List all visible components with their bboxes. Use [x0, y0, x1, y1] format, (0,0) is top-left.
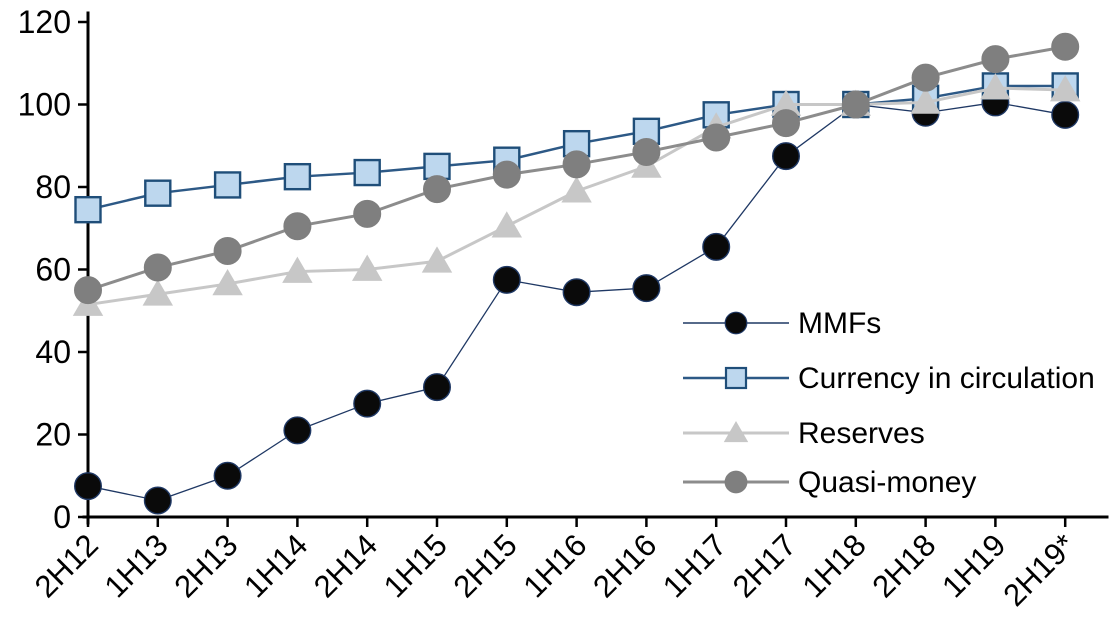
legend-label-mmfs: MMFs: [798, 307, 881, 340]
legend-item-currency-in-circulation: Currency in circulation: [683, 362, 1095, 395]
x-tick-label: 2H19*: [996, 527, 1082, 613]
x-tick-label: 1H16: [516, 527, 593, 604]
marker-quasi-money: [702, 123, 731, 152]
marker-quasi-money: [353, 199, 382, 228]
marker-quasi-money: [562, 150, 591, 179]
marker-mmfs: [283, 416, 312, 445]
x-tick-label: 2H18: [865, 527, 942, 604]
x-tick-label: 2H15: [447, 527, 524, 604]
legend-item-mmfs: MMFs: [683, 307, 881, 340]
marker-quasi-money: [981, 45, 1010, 74]
marker-mmfs: [562, 278, 591, 307]
legend: MMFs Currency in circulation Reserves Quasi…: [683, 307, 1095, 499]
marker-quasi-money: [143, 253, 172, 282]
y-tick-label: 60: [35, 252, 71, 288]
series-quasi-money: [73, 32, 1080, 305]
marker-mmfs: [73, 472, 102, 501]
legend-label-quasi-money: Quasi-money: [798, 466, 976, 499]
marker-reserves: [491, 211, 523, 238]
legend-marker-quasi-money-icon: [724, 470, 748, 494]
x-tick-label: 2H14: [307, 527, 384, 604]
marker-mmfs: [632, 274, 661, 303]
marker-mmfs: [213, 461, 242, 490]
marker-reserves: [142, 279, 174, 306]
marker-currency-in-circulation: [144, 179, 172, 207]
marker-quasi-money: [283, 212, 312, 241]
x-tick-label: 1H13: [98, 527, 175, 604]
y-tick-label: 120: [18, 4, 71, 40]
x-tick-label: 1H18: [796, 527, 873, 604]
marker-quasi-money: [423, 175, 452, 204]
marker-quasi-money: [492, 160, 521, 189]
x-tick-label: 2H16: [586, 527, 663, 604]
marker-reserves: [980, 73, 1011, 100]
legend-item-reserves: Reserves: [683, 417, 925, 450]
x-tick-label: 2H13: [167, 527, 244, 604]
y-tick-label: 0: [53, 499, 71, 535]
legend-marker-reserves-icon: [723, 421, 749, 443]
x-tick-label: 2H17: [726, 527, 803, 604]
marker-reserves: [561, 176, 592, 203]
marker-quasi-money: [841, 90, 870, 119]
marker-reserves: [282, 256, 313, 283]
legend-label-currency-in-circulation: Currency in circulation: [798, 362, 1095, 395]
x-tick-label: 2H12: [28, 527, 105, 604]
marker-mmfs: [772, 142, 801, 171]
marker-reserves: [421, 246, 453, 273]
legend-marker-mmfs-icon: [724, 311, 748, 335]
marker-mmfs: [1051, 100, 1080, 129]
marker-mmfs: [423, 373, 452, 402]
y-tick-label: 80: [35, 169, 71, 205]
marker-reserves: [212, 269, 243, 296]
marker-reserves: [351, 254, 383, 281]
marker-currency-in-circulation: [353, 158, 381, 187]
marker-currency-in-circulation: [213, 171, 242, 199]
x-tick-label: 1H17: [656, 527, 733, 604]
marker-mmfs: [702, 232, 731, 261]
marker-reserves: [910, 87, 941, 114]
marker-quasi-money: [911, 63, 940, 92]
y-tick-label: 40: [35, 334, 71, 370]
marker-currency-in-circulation: [74, 195, 102, 224]
legend-marker-currency-in-circulation-icon: [724, 366, 748, 390]
marker-mmfs: [143, 486, 172, 515]
marker-mmfs: [492, 265, 521, 294]
marker-currency-in-circulation: [283, 162, 312, 191]
legend-label-reserves: Reserves: [798, 417, 925, 450]
y-tick-label: 100: [18, 87, 71, 123]
marker-quasi-money: [772, 109, 801, 138]
legend-item-quasi-money: Quasi-money: [683, 466, 976, 499]
marker-reserves: [1049, 75, 1081, 102]
marker-quasi-money: [632, 137, 661, 166]
marker-quasi-money: [213, 236, 242, 265]
marker-quasi-money: [73, 276, 102, 305]
marker-mmfs: [353, 389, 382, 418]
x-tick-label: 1H14: [237, 527, 314, 604]
x-tick-label: 1H15: [377, 527, 454, 604]
marker-quasi-money: [1051, 32, 1080, 61]
y-tick-label: 20: [35, 417, 71, 453]
